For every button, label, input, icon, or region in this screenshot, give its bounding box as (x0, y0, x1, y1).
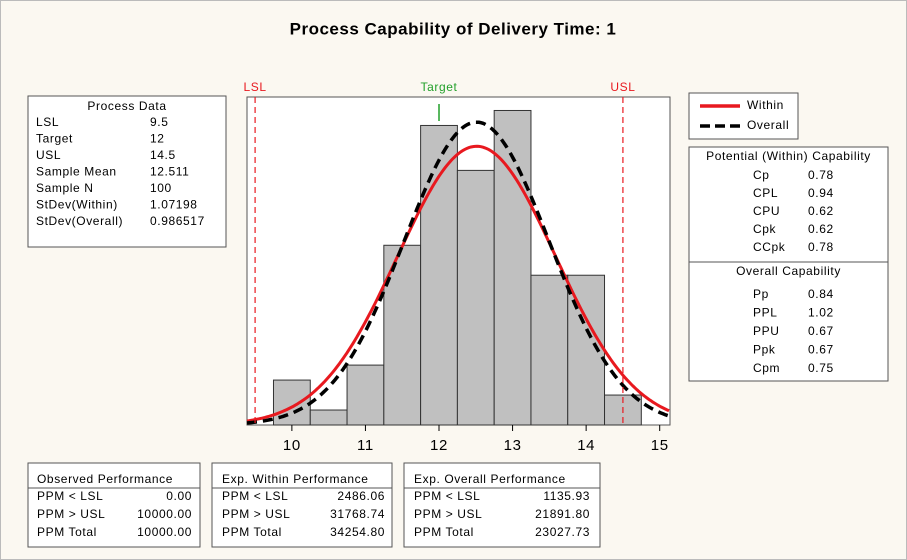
row-value: 0.94 (808, 186, 834, 200)
table-box (688, 261, 889, 382)
row-value: 0.67 (808, 343, 834, 357)
row-label: Cp (753, 168, 770, 182)
bar (456, 169, 495, 426)
table-title: Observed Performance (37, 472, 173, 486)
table-title: Process Data (87, 99, 166, 113)
row-label: Sample N (36, 181, 94, 195)
row-label: CCpk (753, 240, 786, 254)
row-label: LSL (36, 115, 59, 129)
row-value: 10000.00 (137, 507, 192, 521)
row-label: CPL (753, 186, 778, 200)
row-value: 31768.74 (330, 507, 385, 521)
bar (530, 274, 569, 426)
table-title: Exp. Within Performance (222, 472, 369, 486)
reference-label: LSL (244, 80, 267, 94)
row-label: PPU (753, 324, 779, 338)
table-box (27, 95, 227, 248)
reference-label: USL (610, 80, 635, 94)
row-label: Target (36, 132, 73, 146)
row-label: USL (36, 148, 61, 162)
row-label: PPM Total (222, 525, 282, 539)
row-label: StDev(Overall) (36, 214, 123, 228)
row-value: 1.02 (808, 306, 834, 320)
row-label: Pp (753, 287, 769, 301)
row-value: 9.5 (150, 115, 168, 129)
row-value: 0.67 (808, 324, 834, 338)
x-tick-label: 13 (504, 437, 522, 454)
x-tick-label: 10 (283, 437, 301, 454)
row-label: Ppk (753, 343, 776, 357)
row-value: 21891.80 (535, 507, 590, 521)
row-value: 34254.80 (330, 525, 385, 539)
row-label: CPU (753, 204, 780, 218)
row-label: PPM < LSL (37, 489, 103, 503)
row-label: PPM < LSL (414, 489, 480, 503)
chart-title: Process Capability of Delivery Time: 1 (290, 19, 617, 38)
table-box (688, 146, 889, 263)
reference-label: Target (421, 80, 458, 94)
row-value: 0.78 (808, 168, 834, 182)
legend (688, 92, 799, 140)
table-box (27, 462, 201, 548)
bar (420, 124, 458, 426)
row-value: 0.986517 (150, 214, 205, 228)
density-curve (246, 144, 670, 423)
bar (493, 109, 532, 426)
row-label: PPM > USL (414, 507, 482, 521)
row-label: Sample Mean (36, 165, 117, 179)
table-title: Exp. Overall Performance (414, 472, 566, 486)
row-label: PPL (753, 306, 777, 320)
row-label: PPM < LSL (222, 489, 288, 503)
table-box (403, 462, 601, 548)
legend-label: Within (747, 98, 784, 112)
legend-label: Overall (747, 118, 789, 132)
row-value: 0.62 (808, 222, 834, 236)
table-box (211, 462, 393, 548)
x-tick-label: 14 (577, 437, 595, 454)
row-label: PPM Total (37, 525, 97, 539)
row-value: 2486.06 (337, 489, 385, 503)
row-value: 1135.93 (543, 489, 590, 503)
row-label: Cpk (753, 222, 777, 236)
row-value: 0.78 (808, 240, 834, 254)
table-title: Potential (Within) Capability (706, 149, 871, 163)
x-tick-label: 11 (357, 437, 374, 454)
row-value: 1.07198 (150, 198, 198, 212)
bar (346, 364, 385, 426)
row-label: PPM > USL (222, 507, 290, 521)
row-value: 0.00 (166, 489, 192, 503)
bar (309, 409, 348, 426)
row-value: 0.84 (808, 287, 834, 301)
row-value: 0.62 (808, 204, 834, 218)
row-value: 10000.00 (137, 525, 192, 539)
x-tick-label: 15 (651, 437, 669, 454)
row-label: PPM Total (414, 525, 474, 539)
row-value: 100 (150, 181, 172, 195)
row-value: 12 (150, 132, 165, 146)
row-value: 12.511 (150, 165, 189, 179)
row-value: 14.5 (150, 148, 176, 162)
x-tick-label: 12 (430, 437, 448, 454)
table-title: Overall Capability (736, 264, 841, 278)
row-label: StDev(Within) (36, 198, 118, 212)
row-value: 0.75 (808, 361, 834, 375)
row-label: Cpm (753, 361, 780, 375)
density-curve (246, 120, 670, 425)
row-label: PPM > USL (37, 507, 105, 521)
row-value: 23027.73 (535, 525, 590, 539)
